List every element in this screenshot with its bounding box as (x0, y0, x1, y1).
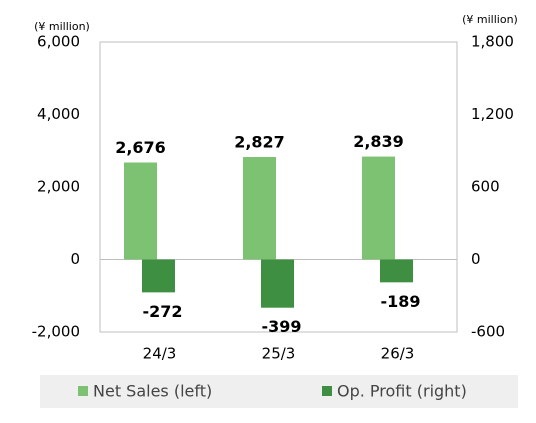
y2-tick-label: 0 (471, 250, 481, 268)
y-tick-label: 4,000 (37, 105, 80, 123)
bar (142, 259, 175, 293)
plot-frame (99, 41, 458, 333)
y2-tick-label: 1,200 (471, 105, 514, 123)
legend-label: Op. Profit (right) (337, 382, 467, 401)
value-label: -272 (142, 302, 182, 321)
value-label: -399 (261, 317, 301, 336)
bar (261, 259, 294, 308)
y-tick-label: 2,000 (37, 178, 80, 196)
bar (124, 162, 157, 260)
y2-tick-label: 600 (471, 178, 500, 196)
value-label: 2,676 (115, 138, 166, 157)
y2-tick-label: -600 (471, 323, 505, 341)
value-label: 2,827 (234, 133, 285, 152)
x-tick-label: 26/3 (381, 345, 415, 363)
y2-tick-label: 1,800 (471, 33, 514, 51)
y-tick-label: 0 (70, 250, 80, 268)
legend (40, 375, 518, 408)
y-tick-label: -2,000 (32, 323, 80, 341)
y2-axis-label: (¥ million) (462, 13, 518, 26)
bar (362, 156, 395, 260)
legend-swatch (322, 386, 332, 396)
legend-swatch (78, 386, 88, 396)
legend-label: Net Sales (left) (93, 382, 212, 401)
x-tick-label: 24/3 (143, 345, 177, 363)
x-tick-label: 25/3 (262, 345, 296, 363)
y-tick-label: 6,000 (37, 33, 80, 51)
value-label: -189 (380, 292, 420, 311)
bar (380, 259, 413, 283)
value-label: 2,839 (353, 132, 404, 151)
y-axis-label: (¥ million) (34, 20, 90, 33)
bar (243, 157, 276, 260)
